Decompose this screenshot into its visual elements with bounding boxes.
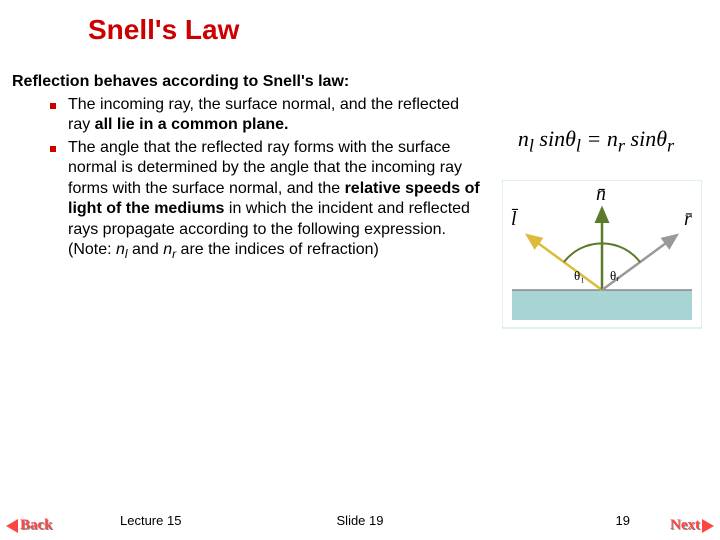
back-label: Back bbox=[20, 517, 53, 534]
next-label: Next bbox=[670, 517, 700, 534]
note-post: are the indices of refraction) bbox=[176, 241, 379, 258]
slide-title: Snell's Law bbox=[0, 0, 720, 46]
back-button[interactable]: Back bbox=[6, 517, 53, 534]
eq-n1: n bbox=[518, 126, 529, 151]
eq-eq: = bbox=[581, 126, 607, 151]
bullet1-bold: all lie in a common plane. bbox=[95, 116, 289, 133]
eq-theta1: θ bbox=[565, 126, 576, 151]
content-body: Reflection behaves according to Snell's … bbox=[12, 72, 482, 263]
eq-sin1: sin bbox=[534, 126, 565, 151]
snells-equation: nl sinθl = nr sinθr bbox=[518, 126, 674, 151]
note-n2: n bbox=[163, 241, 172, 258]
next-button[interactable]: Next bbox=[670, 517, 714, 534]
intro-text: Reflection behaves according to Snell's … bbox=[12, 72, 482, 93]
bullet-list: The incoming ray, the surface normal, an… bbox=[12, 95, 482, 263]
note-and: and bbox=[128, 241, 164, 258]
svg-text:n̄: n̄ bbox=[596, 183, 606, 205]
svg-text:θ₁: θ₁ bbox=[574, 268, 585, 283]
svg-text:θᵣ: θᵣ bbox=[610, 268, 619, 283]
eq-theta2: θ bbox=[656, 126, 667, 151]
reflection-diagram: l̄ n̄ r̄ θ₁ θᵣ bbox=[502, 180, 702, 330]
arrow-right-icon bbox=[702, 519, 714, 533]
arrow-left-icon bbox=[6, 519, 18, 533]
eq-tsub2: r bbox=[667, 135, 674, 155]
footer-lecture: Lecture 15 bbox=[120, 513, 181, 528]
note-pre: (Note: bbox=[68, 241, 116, 258]
eq-n2: n bbox=[607, 126, 618, 151]
bullet-item: The incoming ray, the surface normal, an… bbox=[50, 95, 482, 136]
bullet-item: The angle that the reflected ray forms w… bbox=[50, 138, 482, 263]
svg-text:r̄: r̄ bbox=[684, 208, 692, 230]
note-n1: n bbox=[116, 241, 125, 258]
svg-text:l̄: l̄ bbox=[511, 208, 518, 230]
footer-slide: Slide 19 bbox=[337, 513, 384, 528]
eq-sin2: sin bbox=[625, 126, 656, 151]
equation-block: nl sinθl = nr sinθr bbox=[486, 126, 706, 156]
eq-sub2: r bbox=[618, 135, 625, 155]
footer-pagenum: 19 bbox=[616, 513, 630, 528]
